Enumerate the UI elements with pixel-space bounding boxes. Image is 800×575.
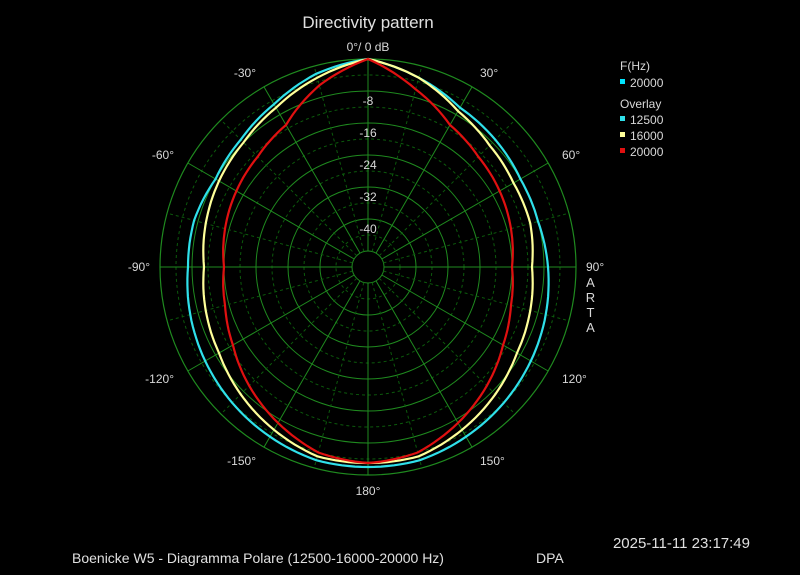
legend-label-20000: 20000 — [630, 145, 664, 159]
ring-labels: -8 -16 -24 -32 -40 — [359, 94, 377, 236]
grid-minor-spoke — [378, 277, 516, 415]
legend-overlay-header: Overlay — [620, 97, 661, 111]
legend: F(Hz) 20000 Overlay 12500 16000 20000 — [620, 59, 664, 159]
grid-minor-spoke — [313, 65, 365, 252]
angle-label: 120° — [562, 372, 587, 386]
ring-label: -16 — [359, 126, 377, 140]
ring-label: -8 — [363, 94, 374, 108]
trace-12500 — [186, 57, 550, 469]
grid-spoke — [375, 86, 473, 254]
timestamp: 2025-11-11 23:17:49 — [613, 535, 750, 552]
grid-minor-spoke — [383, 270, 570, 322]
grid-minor-spoke — [371, 282, 423, 469]
grid-center-ring — [351, 250, 385, 284]
legend-label-12500: 12500 — [630, 113, 664, 127]
angle-label: 30° — [480, 66, 498, 80]
angle-label: -90° — [128, 260, 150, 274]
ring-label: -24 — [359, 158, 377, 172]
grid-spoke — [381, 162, 549, 260]
legend-label-16000: 16000 — [630, 129, 664, 143]
legend-swatch-12500 — [620, 116, 625, 121]
side-label-char: A — [586, 320, 596, 335]
trace-20000 — [222, 57, 514, 465]
chart-title: Directivity pattern — [302, 13, 433, 32]
grid-minor-spoke — [220, 277, 358, 415]
angle-label: 150° — [480, 454, 505, 468]
grid-spoke — [381, 274, 549, 372]
angle-labels: -30° 30° -60° 60° -90° 90° -120° 120° -150° 150° 1… — [128, 66, 605, 498]
angle-label: -120° — [145, 372, 174, 386]
grid-minor-spoke — [383, 212, 570, 264]
legend-main-swatch — [620, 79, 625, 84]
angle-label: 90° — [586, 260, 604, 274]
angle-label: -60° — [152, 148, 174, 162]
ring-label: -32 — [359, 190, 377, 204]
legend-main-label: 20000 — [630, 76, 664, 90]
side-label-char: A — [586, 275, 596, 290]
grid-spoke — [187, 274, 355, 372]
grid-minor-spoke — [371, 65, 423, 252]
top-reference-label: 0°/ 0 dB — [347, 40, 390, 54]
legend-swatch-20000 — [620, 148, 625, 153]
grid-spoke — [187, 162, 355, 260]
grid-minor-spoke — [378, 119, 516, 257]
footer-caption: Boenicke W5 - Diagramma Polare (12500-16… — [72, 550, 444, 566]
legend-swatch-16000 — [620, 132, 625, 137]
grid-spoke — [263, 86, 361, 254]
angle-label: -30° — [234, 66, 256, 80]
angle-label: 60° — [562, 148, 580, 162]
side-label-char: T — [587, 305, 596, 320]
polar-traces — [186, 57, 550, 469]
grid-minor-spoke — [220, 119, 358, 257]
angle-label: 180° — [356, 484, 381, 498]
grid-spoke — [263, 280, 361, 448]
ring-label: -40 — [359, 222, 377, 236]
grid-minor-spoke — [166, 212, 353, 264]
grid-minor-spoke — [166, 270, 353, 322]
angle-label: -150° — [227, 454, 256, 468]
grid-spoke — [375, 280, 473, 448]
grid-minor-spoke — [313, 282, 365, 469]
side-label-char: R — [586, 290, 596, 305]
polar-grid — [159, 58, 577, 476]
footer-mode: DPA — [536, 550, 564, 566]
legend-header: F(Hz) — [620, 59, 650, 73]
